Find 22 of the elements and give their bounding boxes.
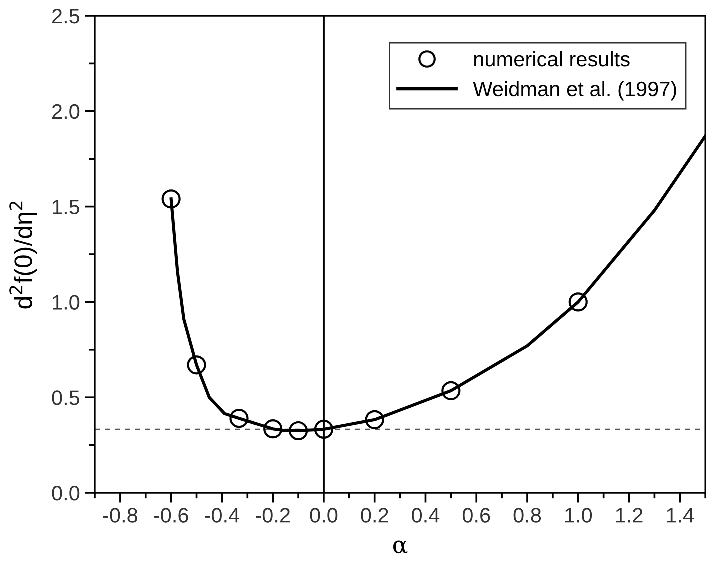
x-tick-label: -0.6 [154,508,188,523]
x-tick-label: 0.0 [310,508,338,523]
x-tick-label: 1.4 [667,508,694,523]
y-tick-label: 1.5 [53,200,80,215]
legend-label: Weidman et al. (1997) [473,81,676,101]
x-tick-label: 0.8 [514,508,542,523]
y-axis-title: d$^{2}$f(0)/dη$^{2}$ [10,202,38,309]
y-tick-label: 0.5 [52,390,80,406]
x-tick-label: 1.0 [565,508,592,523]
x-tick-label: 0.6 [462,508,490,523]
y-tick-label: 1.0 [53,295,80,310]
x-tick-label: 0.4 [412,508,440,523]
x-axis-title: α [393,540,408,554]
x-tick-label: 1.2 [616,508,643,523]
x-tick-label: -0.2 [256,508,290,523]
y-tick-label: 0.0 [52,486,80,501]
x-tick-label: -0.8 [103,508,138,523]
y-tick-label: 2.5 [52,9,80,24]
y-tick-label: 2.0 [52,104,80,120]
x-tick-label: -0.4 [205,508,240,523]
legend-label: numerical results [474,51,630,67]
x-tick-label: 0.2 [361,508,388,523]
